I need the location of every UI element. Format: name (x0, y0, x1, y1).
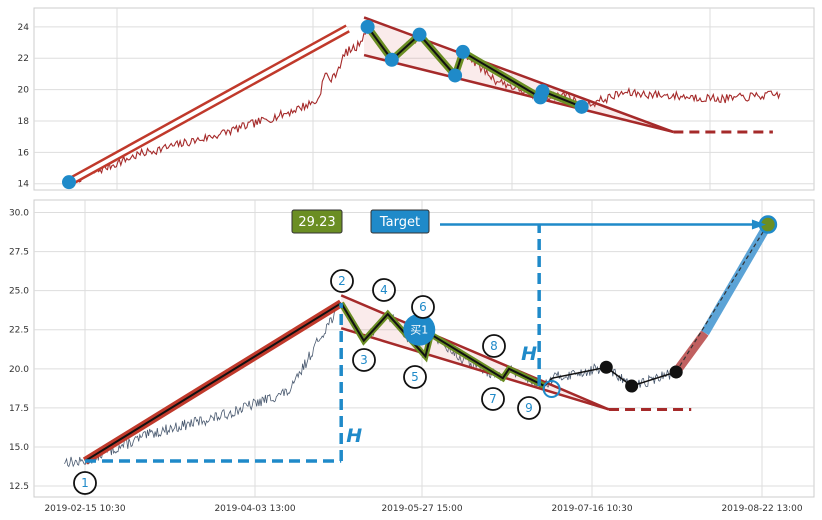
top-ytick-label: 20 (18, 86, 30, 96)
pivot-label-circle (517, 396, 541, 420)
pivot-label-circle (352, 348, 376, 372)
top-pivot-marker (448, 68, 463, 83)
projection-line-upper (701, 222, 772, 336)
post-breakout-point (599, 360, 613, 374)
pivot-label-text: 1 (81, 476, 89, 490)
post-breakout-point (625, 379, 639, 393)
pivot-label-text: 6 (419, 300, 427, 314)
projection-start-point (669, 365, 683, 379)
pivot-label-circle (481, 387, 505, 411)
bottom-ytick-label: 27.5 (9, 248, 29, 258)
top-ytick-label: 14 (18, 180, 30, 190)
h-label-projection: H (521, 343, 537, 365)
pivot-label-text: 2 (338, 274, 346, 288)
top-ytick-label: 24 (18, 23, 30, 33)
top-rise-line-inner (68, 26, 349, 184)
top-pivot-marker (412, 27, 427, 42)
h-label: H (346, 425, 362, 447)
bottom-ytick-label: 12.5 (9, 482, 29, 492)
top-pivot-marker (574, 99, 589, 114)
top-ytick-label: 18 (18, 117, 30, 127)
pivot-label-text: 9 (525, 401, 533, 415)
bottom-ytick-label: 22.5 (9, 326, 29, 336)
pivot-label-text: 7 (489, 392, 497, 406)
top-ytick-label: 16 (18, 148, 30, 158)
buy-marker (403, 313, 436, 346)
pivot-label-text: 3 (360, 353, 368, 367)
top-pivot-marker (62, 175, 76, 190)
pivot-label-circle (73, 471, 97, 495)
pivot-label-circle (411, 295, 435, 319)
pivot-label-text: 8 (490, 339, 498, 353)
breakout-ring (542, 380, 561, 399)
target-arrow-head (751, 219, 766, 230)
buy-marker-label: 买1 (410, 324, 428, 337)
top-ytick-label: 22 (18, 54, 29, 64)
top-pivot-marker (535, 84, 550, 99)
pivot-label-circle (372, 278, 396, 302)
bottom-ytick-label: 30.0 (9, 209, 29, 219)
bottom-rise-line-inner (84, 302, 342, 462)
bottom-ytick-label: 15.0 (9, 443, 29, 453)
price-badge-text: 29.23 (298, 215, 335, 230)
pivot-label-text: 5 (411, 370, 419, 384)
pivot-label-circle (403, 365, 427, 389)
x-tick-label: 2019-08-22 13:00 (721, 504, 802, 514)
top-pivot-marker (384, 52, 399, 67)
bottom-zigzag-inner (340, 302, 546, 387)
x-tick-label: 2019-05-27 15:00 (381, 504, 462, 514)
bottom-lower-trend-line (340, 326, 610, 411)
top-pivot-marker (360, 19, 375, 34)
x-tick-label: 2019-07-16 10:30 (551, 504, 632, 514)
target-badge-text: Target (379, 215, 420, 230)
top-lower-trend-line (363, 53, 674, 134)
pivot-label-circle (330, 269, 354, 293)
top-pivot-marker (455, 44, 470, 59)
target-badge (370, 209, 430, 234)
pivot-label-text: 4 (380, 283, 388, 297)
pivot-label-circle (482, 334, 506, 358)
bottom-ytick-label: 20.0 (9, 365, 29, 375)
price-badge (291, 209, 343, 234)
x-tick-label: 2019-02-15 10:30 (44, 504, 125, 514)
bottom-ytick-label: 25.0 (9, 287, 29, 297)
bottom-panel-frame (33, 199, 815, 498)
bottom-ytick-label: 17.5 (9, 404, 29, 414)
x-tick-label: 2019-04-03 13:00 (214, 504, 295, 514)
projection-line-lower (672, 330, 709, 375)
